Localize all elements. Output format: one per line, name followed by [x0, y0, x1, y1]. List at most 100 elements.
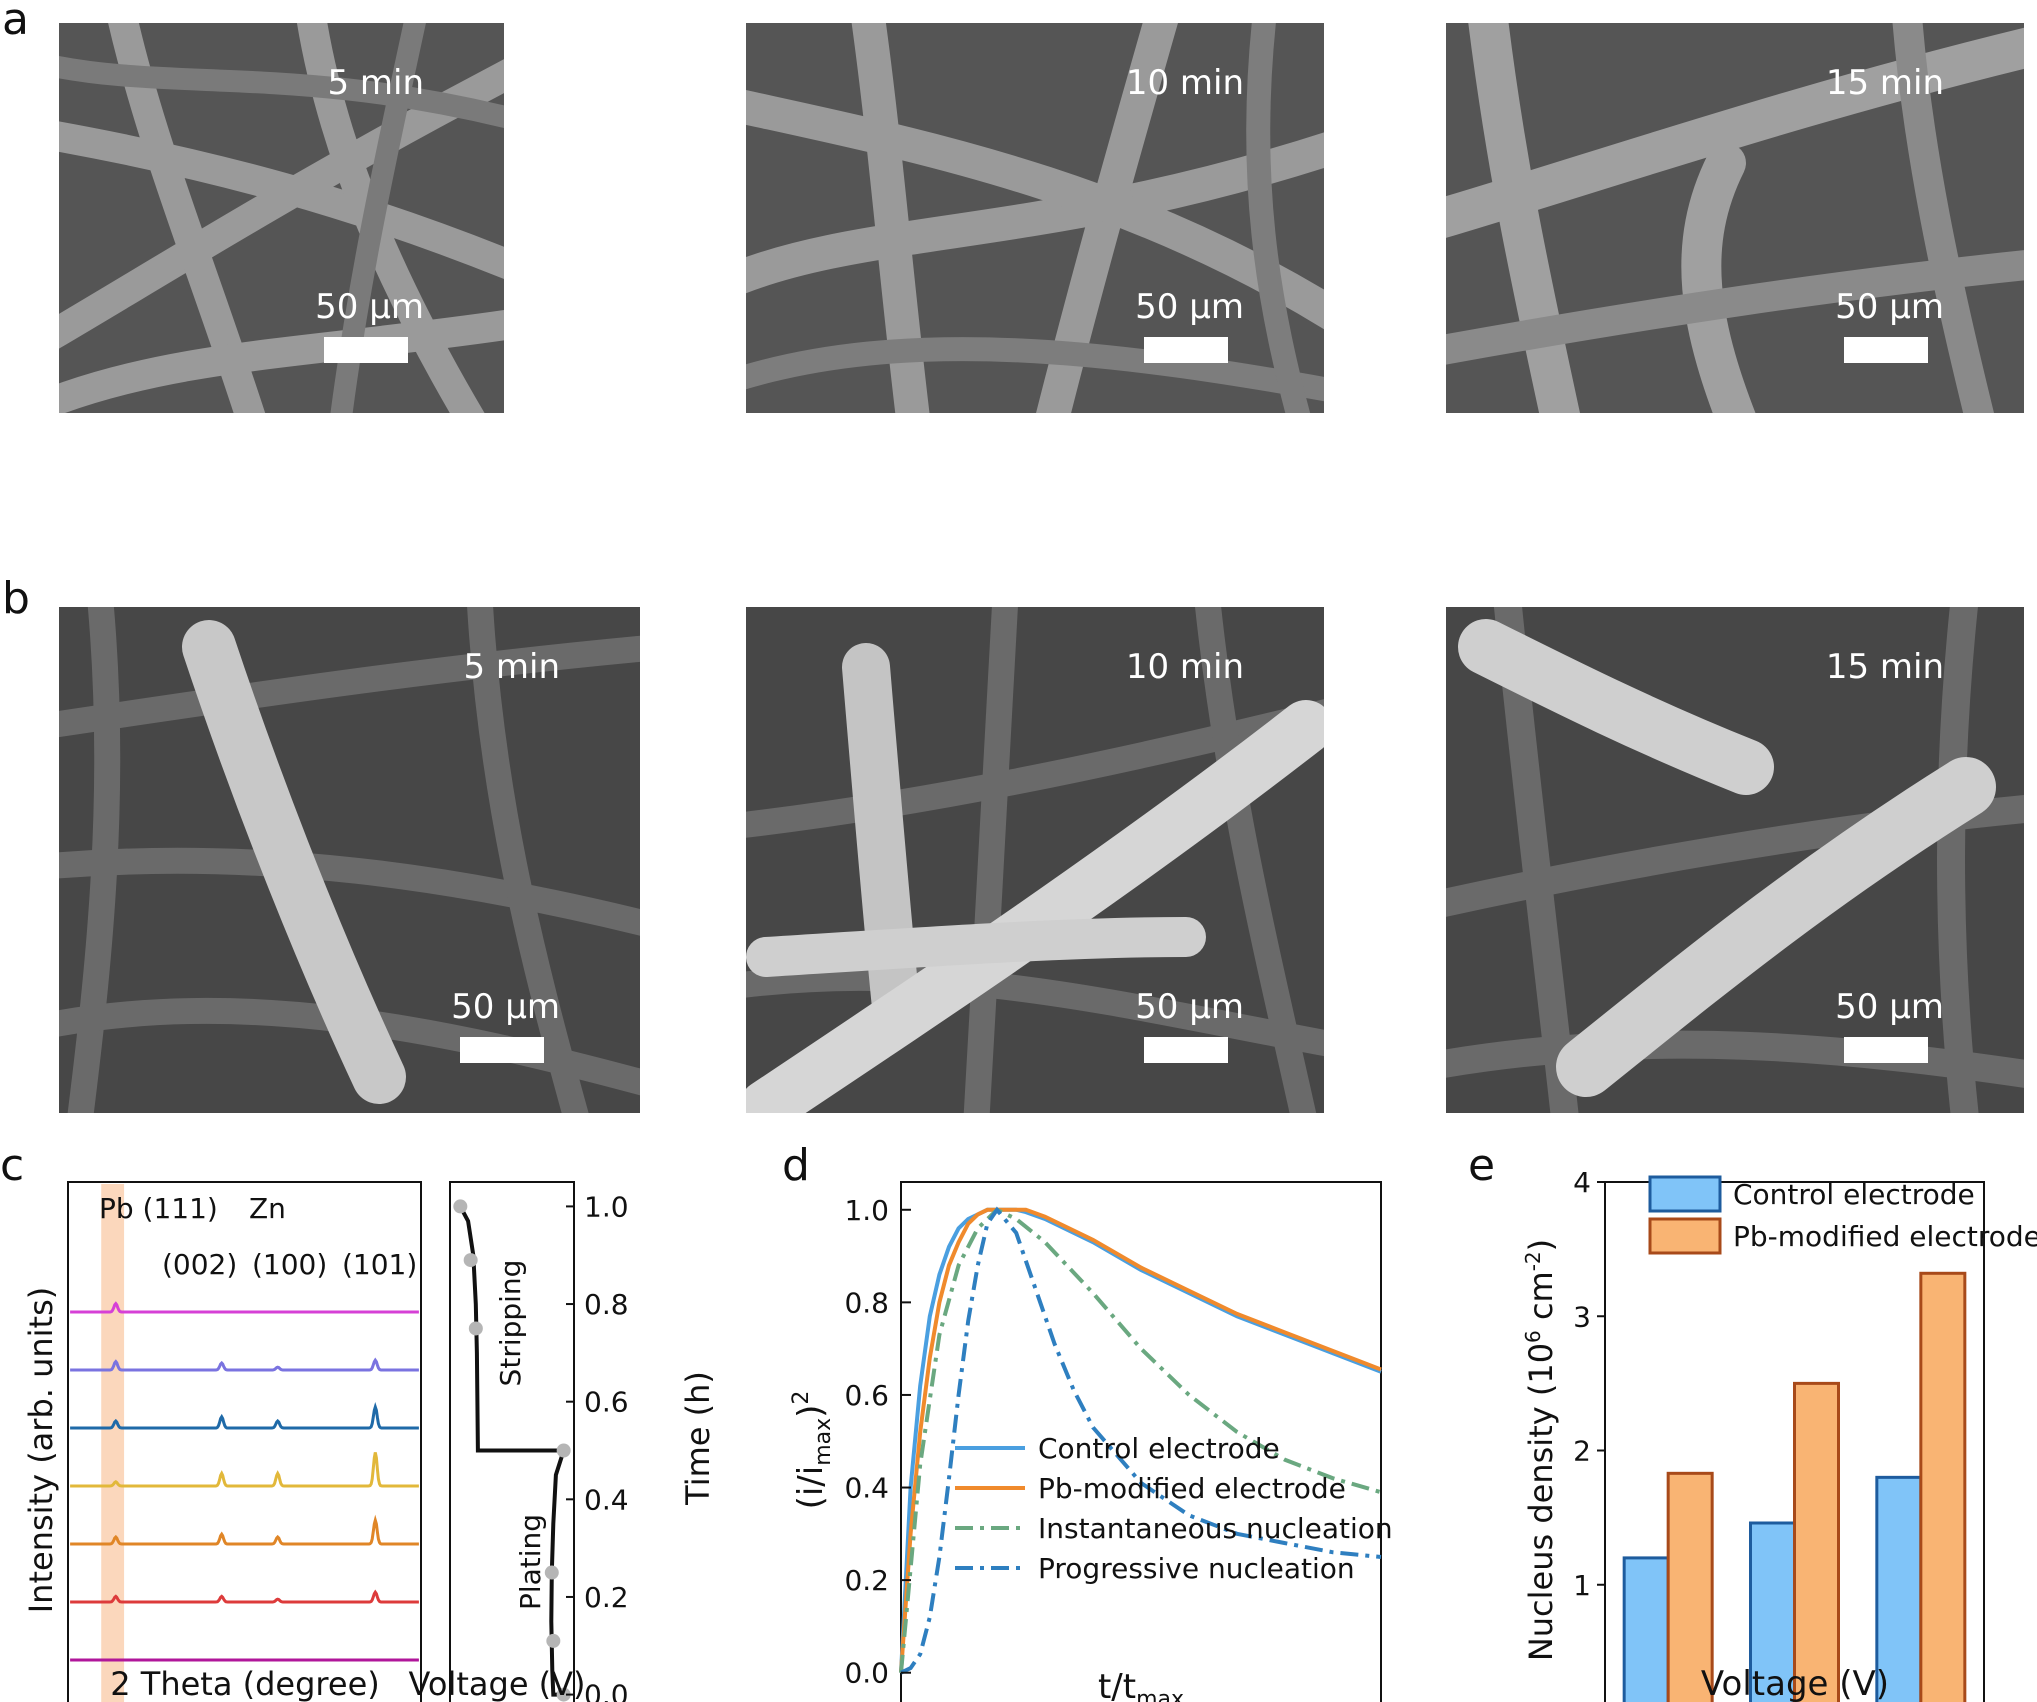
scale-label: 50 μm: [1135, 987, 1244, 1027]
e-y-label: Nucleus density (106 cm-2): [1521, 1239, 1560, 1661]
d-y-tick-label: 0.6: [844, 1379, 889, 1412]
voltage-time-marker: [468, 1321, 483, 1336]
e-legend-label: Control electrode: [1733, 1178, 1975, 1211]
time-label: 15 min: [1825, 647, 1944, 687]
e-bar: [1622, 1556, 1670, 1702]
xrd-series-line: [70, 1357, 419, 1372]
time-label: 15 min: [1825, 63, 1944, 103]
d-legend-label: Progressive nucleation: [1038, 1552, 1355, 1585]
voltage-time-marker: [556, 1687, 571, 1702]
vt-y-tick-label: 1.0: [584, 1190, 629, 1223]
d-y-tick-label: 0.0: [844, 1657, 889, 1690]
sem-image-b-2: 10 min 50 μm: [746, 607, 1324, 1113]
e-bar-group: [1622, 1271, 1967, 1702]
e-y-tick-label: 3: [1573, 1300, 1591, 1333]
scale-bar: [460, 1037, 544, 1063]
d-y-label: (i/imax)2: [789, 1391, 836, 1510]
sem-image-b-1: 5 min 50 μm: [59, 607, 640, 1113]
xrd-series-line: [70, 1452, 419, 1488]
annotation-stripping: Stripping: [494, 1260, 527, 1387]
voltage-time-marker: [544, 1565, 559, 1580]
d-series-group: [899, 1206, 1382, 1675]
time-label: 5 min: [327, 63, 424, 103]
d-legend: Control electrode Pb-modified electrode In…: [955, 1432, 1393, 1585]
e-ticks: -1.2-1.25-1.301234: [1573, 1166, 1605, 1602]
d-y-tick-label: 1.0: [844, 1194, 889, 1227]
scale-bar: [1144, 337, 1228, 363]
scale-label: 50 μm: [1835, 287, 1944, 327]
vt-y-tick-label: 0.4: [584, 1483, 629, 1516]
xrd-axes-frame: [67, 1181, 422, 1702]
fiber-texture: [1446, 23, 2024, 413]
e-bar: [1919, 1271, 1967, 1702]
voltage-time-chart: 0.10.0-0.10.00.20.40.60.81.0 Stripping P…: [408, 1181, 717, 1702]
e-legend: Control electrode Pb-modified electrode: [1648, 1175, 2037, 1255]
fiber-texture: [746, 607, 1324, 1113]
d-y-tick-label: 0.8: [844, 1286, 889, 1319]
time-label: 5 min: [463, 647, 560, 687]
scale-label: 50 μm: [451, 987, 560, 1027]
e-bar: [1793, 1381, 1840, 1702]
time-label: 10 min: [1125, 63, 1244, 103]
d-y-tick-label: 0.4: [844, 1472, 889, 1505]
e-y-tick-label: 2: [1573, 1435, 1591, 1468]
d-series-line: [899, 1207, 1382, 1673]
panel-letter-d: d: [782, 1140, 810, 1191]
vt-y-tick-label: 0.8: [584, 1288, 629, 1321]
e-y-tick-label: 1: [1573, 1569, 1591, 1602]
d-y-tick-label: 0.2: [844, 1564, 889, 1597]
d-legend-label: Instantaneous nucleation: [1038, 1512, 1393, 1545]
annotation-002: (002): [162, 1248, 237, 1281]
xrd-x-label: 2 Theta (degree): [110, 1665, 379, 1702]
scale-label: 50 μm: [315, 287, 424, 327]
nucleus-density-chart: -1.2-1.25-1.301234 Control electrodePb-m…: [1521, 1166, 2037, 1702]
vt-ticks: 0.10.0-0.10.00.20.40.60.81.0: [566, 1190, 629, 1702]
time-label: 10 min: [1125, 647, 1244, 687]
d-ticks: 0123450.00.20.40.60.81.0: [844, 1194, 911, 1690]
e-bar: [1875, 1475, 1923, 1702]
vt-axes-frame: [449, 1181, 575, 1702]
annotation-zn: Zn: [249, 1192, 286, 1225]
voltage-time-markers: [453, 1199, 571, 1702]
e-legend-label: Pb-modified electrode: [1733, 1220, 2037, 1253]
panel-letter-c: c: [0, 1140, 24, 1191]
scale-bar: [1844, 337, 1928, 363]
e-y-tick-label: 4: [1573, 1166, 1591, 1199]
vt-y-tick-label: 0.0: [584, 1679, 629, 1702]
scale-label: 50 μm: [1835, 987, 1944, 1027]
e-x-label: Voltage (V): [1701, 1664, 1889, 1702]
voltage-time-marker: [556, 1443, 571, 1458]
d-legend-label: Control electrode: [1038, 1432, 1280, 1465]
xrd-series-line: [70, 1402, 419, 1430]
e-bar: [1749, 1521, 1796, 1702]
panel-letter-e: e: [1468, 1140, 1495, 1191]
annotation-plating: Plating: [514, 1514, 547, 1610]
fiber-texture: [1446, 607, 2024, 1113]
vt-y-tick-label: 0.6: [584, 1386, 629, 1419]
d-legend-label: Pb-modified electrode: [1038, 1472, 1346, 1505]
d-axes-frame: [900, 1181, 1382, 1702]
xrd-series-line: [70, 1514, 419, 1546]
fiber-texture: [59, 23, 504, 413]
xrd-series-group: [70, 1301, 419, 1662]
annotation-pb: Pb (111): [99, 1192, 218, 1225]
panel-letter-a: a: [2, 0, 29, 45]
xrd-series-line: [70, 1301, 419, 1314]
sem-image-a-3: 15 min 50 μm: [1446, 23, 2024, 413]
fiber-texture: [746, 23, 1324, 413]
scale-bar: [324, 337, 408, 363]
scale-label: 50 μm: [1135, 287, 1244, 327]
e-legend-swatch: [1648, 1217, 1722, 1255]
d-series-line: [900, 1206, 1382, 1675]
sem-image-a-1: 5 min 50 μm: [59, 23, 504, 413]
sem-image-b-3: 15 min 50 μm: [1446, 607, 2024, 1113]
voltage-time-marker: [546, 1633, 561, 1648]
voltage-time-marker: [453, 1199, 468, 1214]
charts-area: c d e 30354045 Pb (111) Zn (002) (100) (…: [0, 1140, 2037, 1702]
pb-highlight-band: [101, 1184, 125, 1702]
voltage-time-marker: [463, 1253, 478, 1268]
vt-y-label: Time (h): [679, 1371, 717, 1506]
e-legend-swatch: [1648, 1175, 1722, 1213]
e-bar: [1666, 1471, 1714, 1702]
scale-bar: [1144, 1037, 1228, 1063]
